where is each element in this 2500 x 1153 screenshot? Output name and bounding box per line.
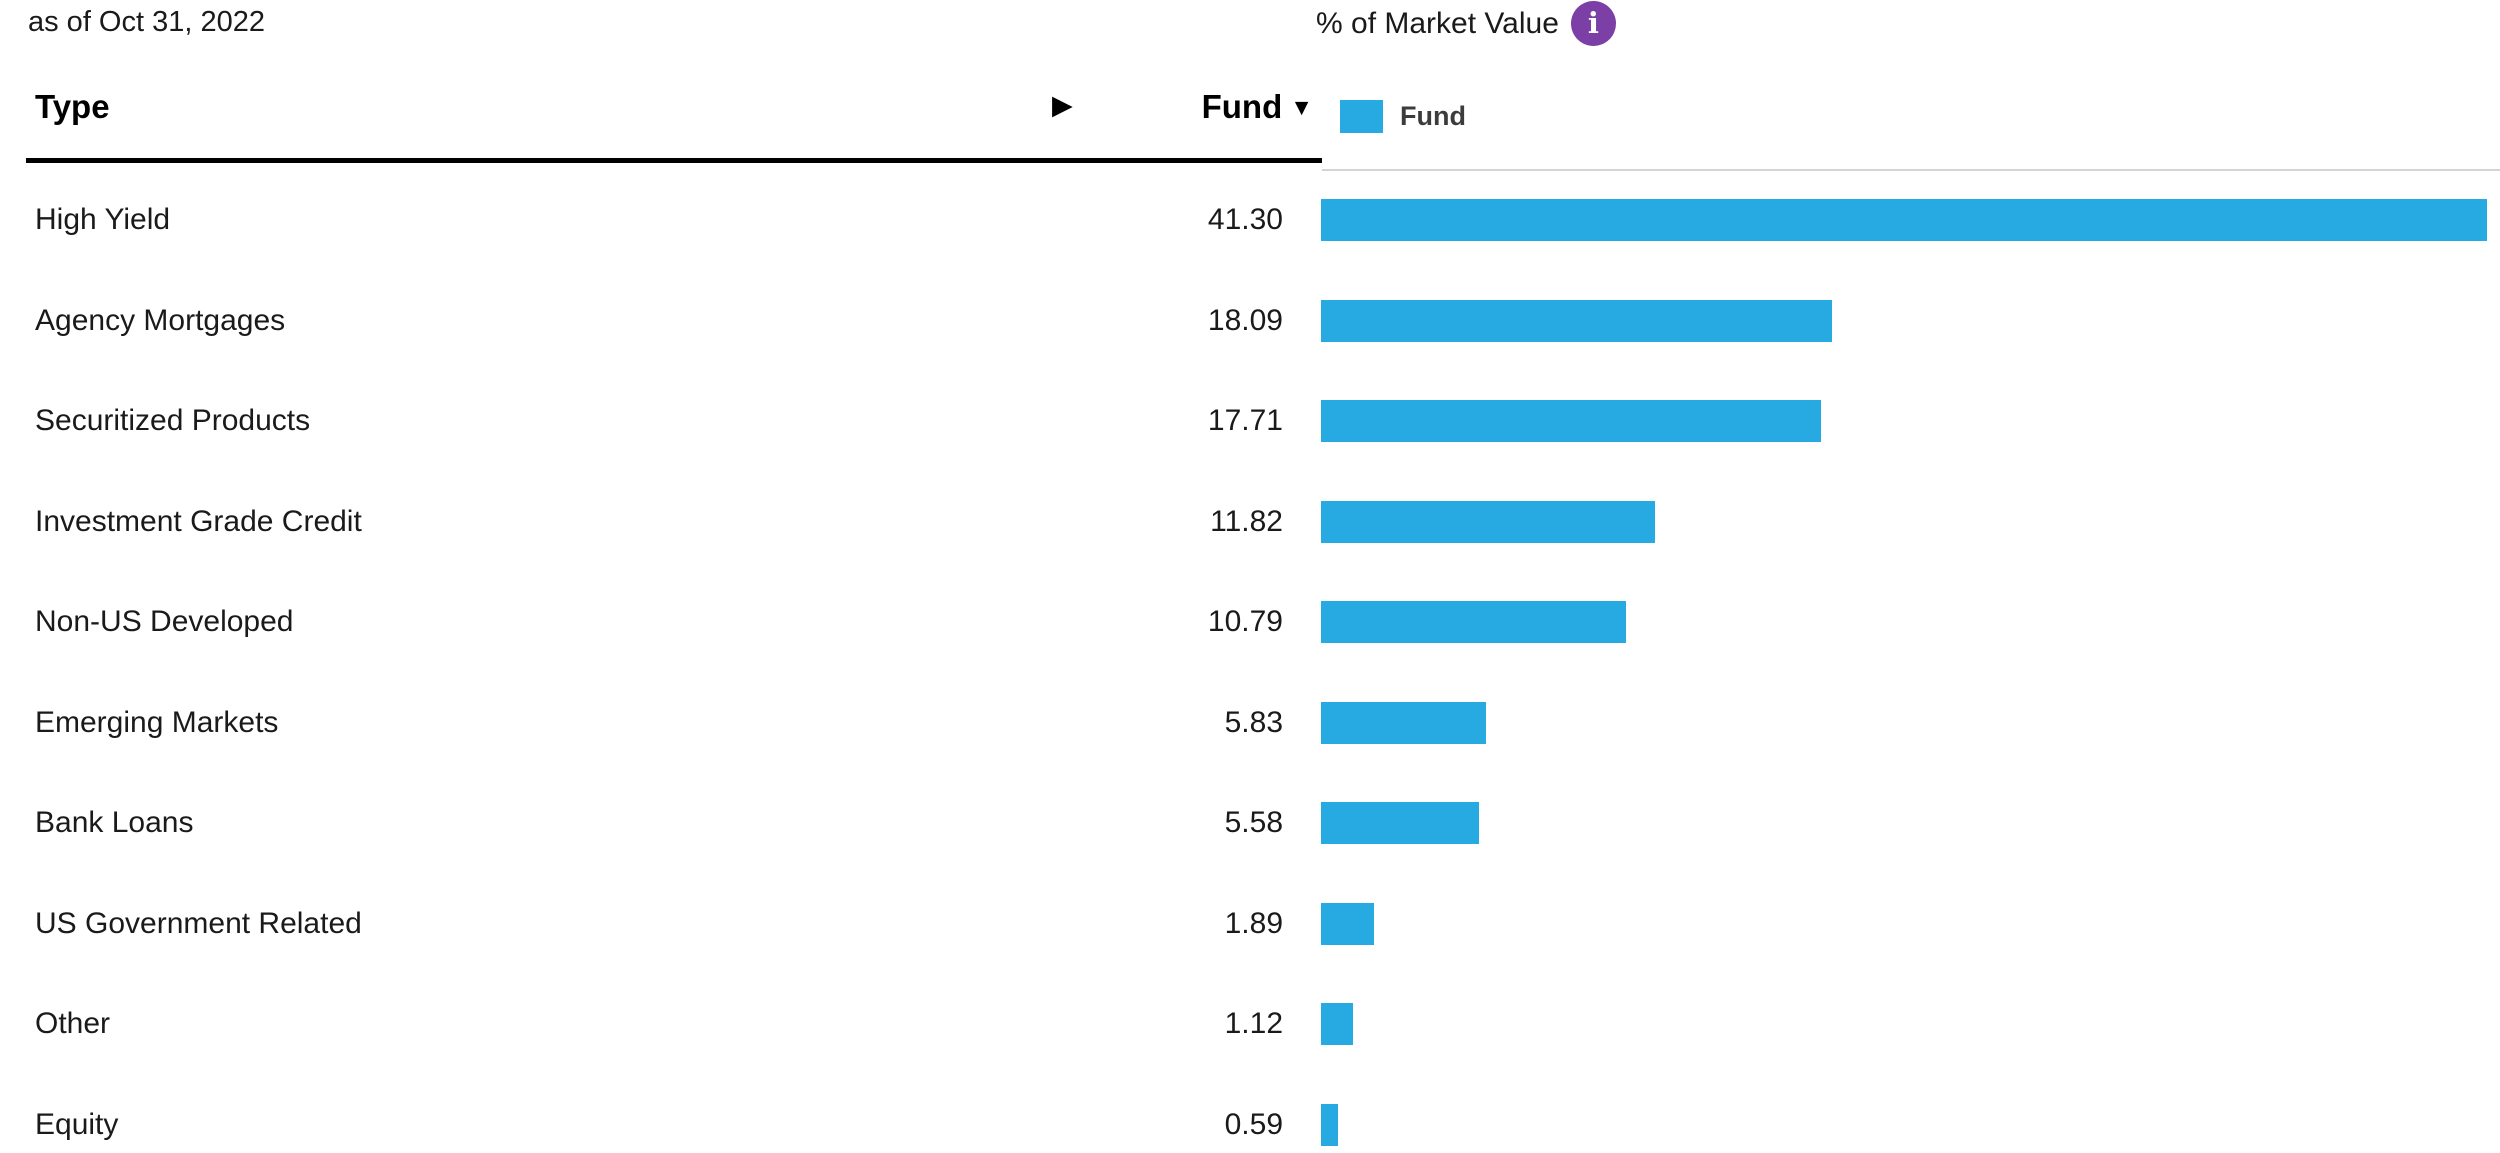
row-value: 18.09 [1207, 303, 1283, 337]
bar-track [1321, 601, 2487, 644]
table-row: High Yield 41.30 [0, 170, 2500, 271]
bar-track [1321, 1103, 2487, 1146]
table-body: High Yield 41.30 Agency Mortgages 18.09 … [0, 170, 2500, 1153]
table-row: Emerging Markets 5.83 [0, 673, 2500, 774]
row-label: Emerging Markets [35, 705, 279, 739]
row-label: Investment Grade Credit [35, 504, 362, 538]
table-row: Other 1.12 [0, 974, 2500, 1075]
table-row: US Government Related 1.89 [0, 874, 2500, 975]
row-label: Bank Loans [35, 806, 194, 840]
fund-bar[interactable] [1321, 701, 1486, 744]
bar-track [1321, 902, 2487, 945]
table-row: Investment Grade Credit 11.82 [0, 472, 2500, 573]
as-of-date: as of Oct 31, 2022 [28, 6, 265, 38]
bar-track [1321, 400, 2487, 443]
table-row: Bank Loans 5.58 [0, 773, 2500, 874]
chart-top-rule [1322, 169, 2500, 171]
row-label: Other [35, 1007, 111, 1041]
legend-swatch [1340, 100, 1383, 133]
bar-track [1321, 701, 2487, 744]
fund-bar[interactable] [1321, 802, 1479, 845]
fund-bar[interactable] [1321, 1003, 1353, 1046]
bar-track [1321, 802, 2487, 845]
row-value: 1.12 [1224, 1007, 1283, 1041]
row-value: 17.71 [1207, 404, 1283, 438]
fund-bar[interactable] [1321, 299, 1832, 342]
legend-label: Fund [1400, 101, 1466, 131]
table-row: Non-US Developed 10.79 [0, 572, 2500, 673]
fund-bar[interactable] [1321, 500, 1655, 543]
row-value: 11.82 [1210, 504, 1283, 538]
table-row: Securitized Products 17.71 [0, 371, 2500, 472]
row-value: 0.59 [1224, 1107, 1283, 1141]
row-label: Equity [35, 1107, 119, 1141]
chart-title: % of Market Value i [1316, 1, 1616, 46]
fund-bar[interactable] [1321, 1103, 1338, 1146]
row-value: 1.89 [1224, 906, 1283, 940]
column-header-fund[interactable]: Fund ▼ [1202, 88, 1313, 126]
info-icon[interactable]: i [1570, 1, 1616, 46]
fund-bar[interactable] [1321, 199, 2487, 242]
row-label: Non-US Developed [35, 605, 294, 639]
row-value: 10.79 [1207, 605, 1283, 639]
bar-track [1321, 500, 2487, 543]
table-header-rule [26, 158, 1322, 163]
bar-track [1321, 299, 2487, 342]
row-label: Securitized Products [35, 404, 311, 438]
table-row: Equity 0.59 [0, 1075, 2500, 1153]
table-row: Agency Mortgages 18.09 [0, 271, 2500, 372]
chart-legend: Fund [1340, 100, 1466, 133]
bar-track [1321, 1003, 2487, 1046]
row-value: 41.30 [1207, 203, 1283, 237]
fund-bar[interactable] [1321, 601, 1626, 644]
expand-right-icon[interactable]: ▶ [1052, 90, 1073, 120]
column-header-type[interactable]: Type [35, 88, 110, 125]
row-value: 5.83 [1224, 705, 1283, 739]
row-label: High Yield [35, 203, 171, 237]
row-label: Agency Mortgages [35, 303, 286, 337]
fund-bar[interactable] [1321, 400, 1821, 443]
row-value: 5.58 [1224, 806, 1283, 840]
sort-desc-icon: ▼ [1290, 93, 1313, 120]
row-label: US Government Related [35, 906, 362, 940]
fund-bar[interactable] [1321, 902, 1375, 945]
bar-track [1321, 199, 2487, 242]
chart-title-text: % of Market Value [1316, 6, 1559, 40]
fund-header-label: Fund [1201, 88, 1283, 125]
